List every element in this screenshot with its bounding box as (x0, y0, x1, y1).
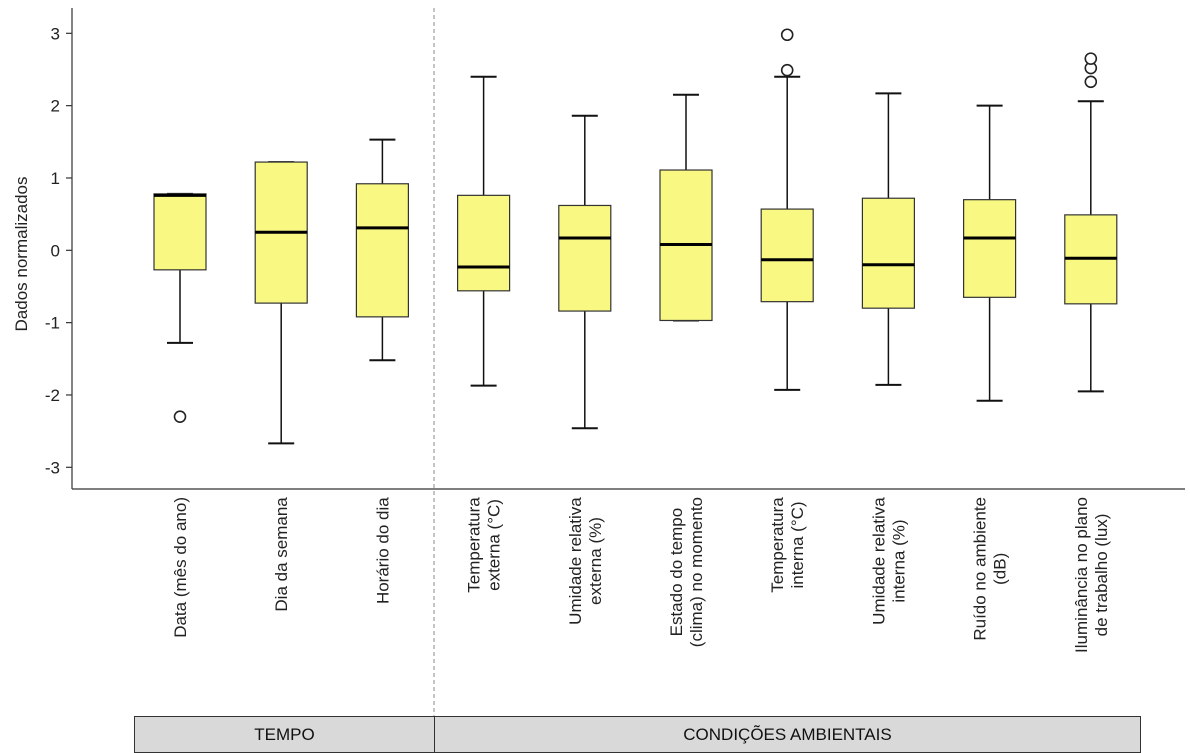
y-tick-label: -1 (45, 314, 60, 333)
box-8 (962, 104, 1017, 402)
y-tick-label: -3 (45, 458, 60, 477)
category-label: Umidade relativaexterna (%) (566, 497, 605, 625)
boxes (153, 28, 1118, 445)
category-label-line: interna (%) (889, 519, 908, 602)
category-label-line: Temperatura (465, 497, 484, 593)
category-label-line: Umidade relativa (566, 497, 585, 625)
category-label-line: Dia da semana (272, 497, 291, 612)
box-iqr (861, 197, 916, 309)
category-label: Temperaturaexterna (°C) (465, 497, 504, 593)
category-label: Umidade relativainterna (%) (869, 497, 908, 625)
box-iqr (558, 204, 612, 312)
category-label-line: Iluminância no plano (1072, 497, 1091, 653)
box-6 (760, 28, 814, 391)
outlier-point (780, 28, 794, 42)
box-3 (457, 75, 511, 387)
y-axis-title: Dados normalizados (12, 177, 31, 332)
category-label-line: Temperatura (768, 497, 787, 593)
group-label-tempo: TEMPO (134, 716, 435, 753)
category-label-line: Estado do tempo (667, 508, 686, 637)
category-label-line: interna (°C) (788, 501, 807, 588)
y-axis-ticks: 3 2 1 0 -1 -2 -3 (45, 24, 72, 477)
outlier-point (173, 410, 187, 423)
y-tick-label: -2 (45, 386, 60, 405)
y-tick-label: 0 (51, 241, 60, 260)
category-label: Estado do tempo(clima) no momento (667, 497, 706, 647)
category-label-line: (dB) (991, 553, 1010, 585)
category-label-line: Ruído no ambiente (971, 497, 990, 641)
category-label-line: de trabalho (lux) (1092, 514, 1111, 637)
group-label-condicoes-ambientais: CONDIÇÕES AMBIENTAIS (434, 716, 1141, 753)
category-label-line: (clima) no momento (687, 497, 706, 647)
box-iqr (153, 193, 207, 271)
box-iqr (760, 208, 814, 303)
box-7 (861, 92, 916, 386)
outlier-point (1084, 52, 1098, 65)
box-iqr (457, 194, 511, 292)
box-1 (254, 161, 308, 445)
box-2 (355, 138, 409, 362)
category-label: Dia da semana (272, 497, 291, 612)
category-label-line: externa (%) (586, 517, 605, 605)
box-4 (558, 114, 612, 430)
category-label-line: externa (°C) (485, 499, 504, 591)
box-0 (153, 192, 207, 423)
category-label: Data (mês do ano) (171, 497, 190, 638)
y-tick-label: 1 (51, 169, 60, 188)
category-label-line: Horário do dia (373, 497, 392, 604)
outlier-point (780, 63, 794, 77)
box-9 (1064, 52, 1118, 393)
category-label-line: Data (mês do ano) (171, 497, 190, 638)
y-tick-label: 3 (51, 24, 60, 43)
outlier-point (1084, 75, 1098, 89)
category-label: Temperaturainterna (°C) (768, 497, 807, 593)
category-label: Iluminância no planode trabalho (lux) (1072, 497, 1111, 653)
category-label: Horário do dia (373, 497, 392, 604)
category-label-line: Umidade relativa (869, 497, 888, 625)
category-label: Ruído no ambiente(dB) (971, 497, 1010, 641)
box-5 (659, 93, 713, 322)
axes (71, 8, 1185, 716)
x-axis-labels: Data (mês do ano) Dia da semana Horário do… (171, 497, 1111, 653)
box-iqr (355, 183, 409, 318)
y-tick-label: 2 (51, 97, 60, 116)
box-iqr (962, 199, 1017, 298)
